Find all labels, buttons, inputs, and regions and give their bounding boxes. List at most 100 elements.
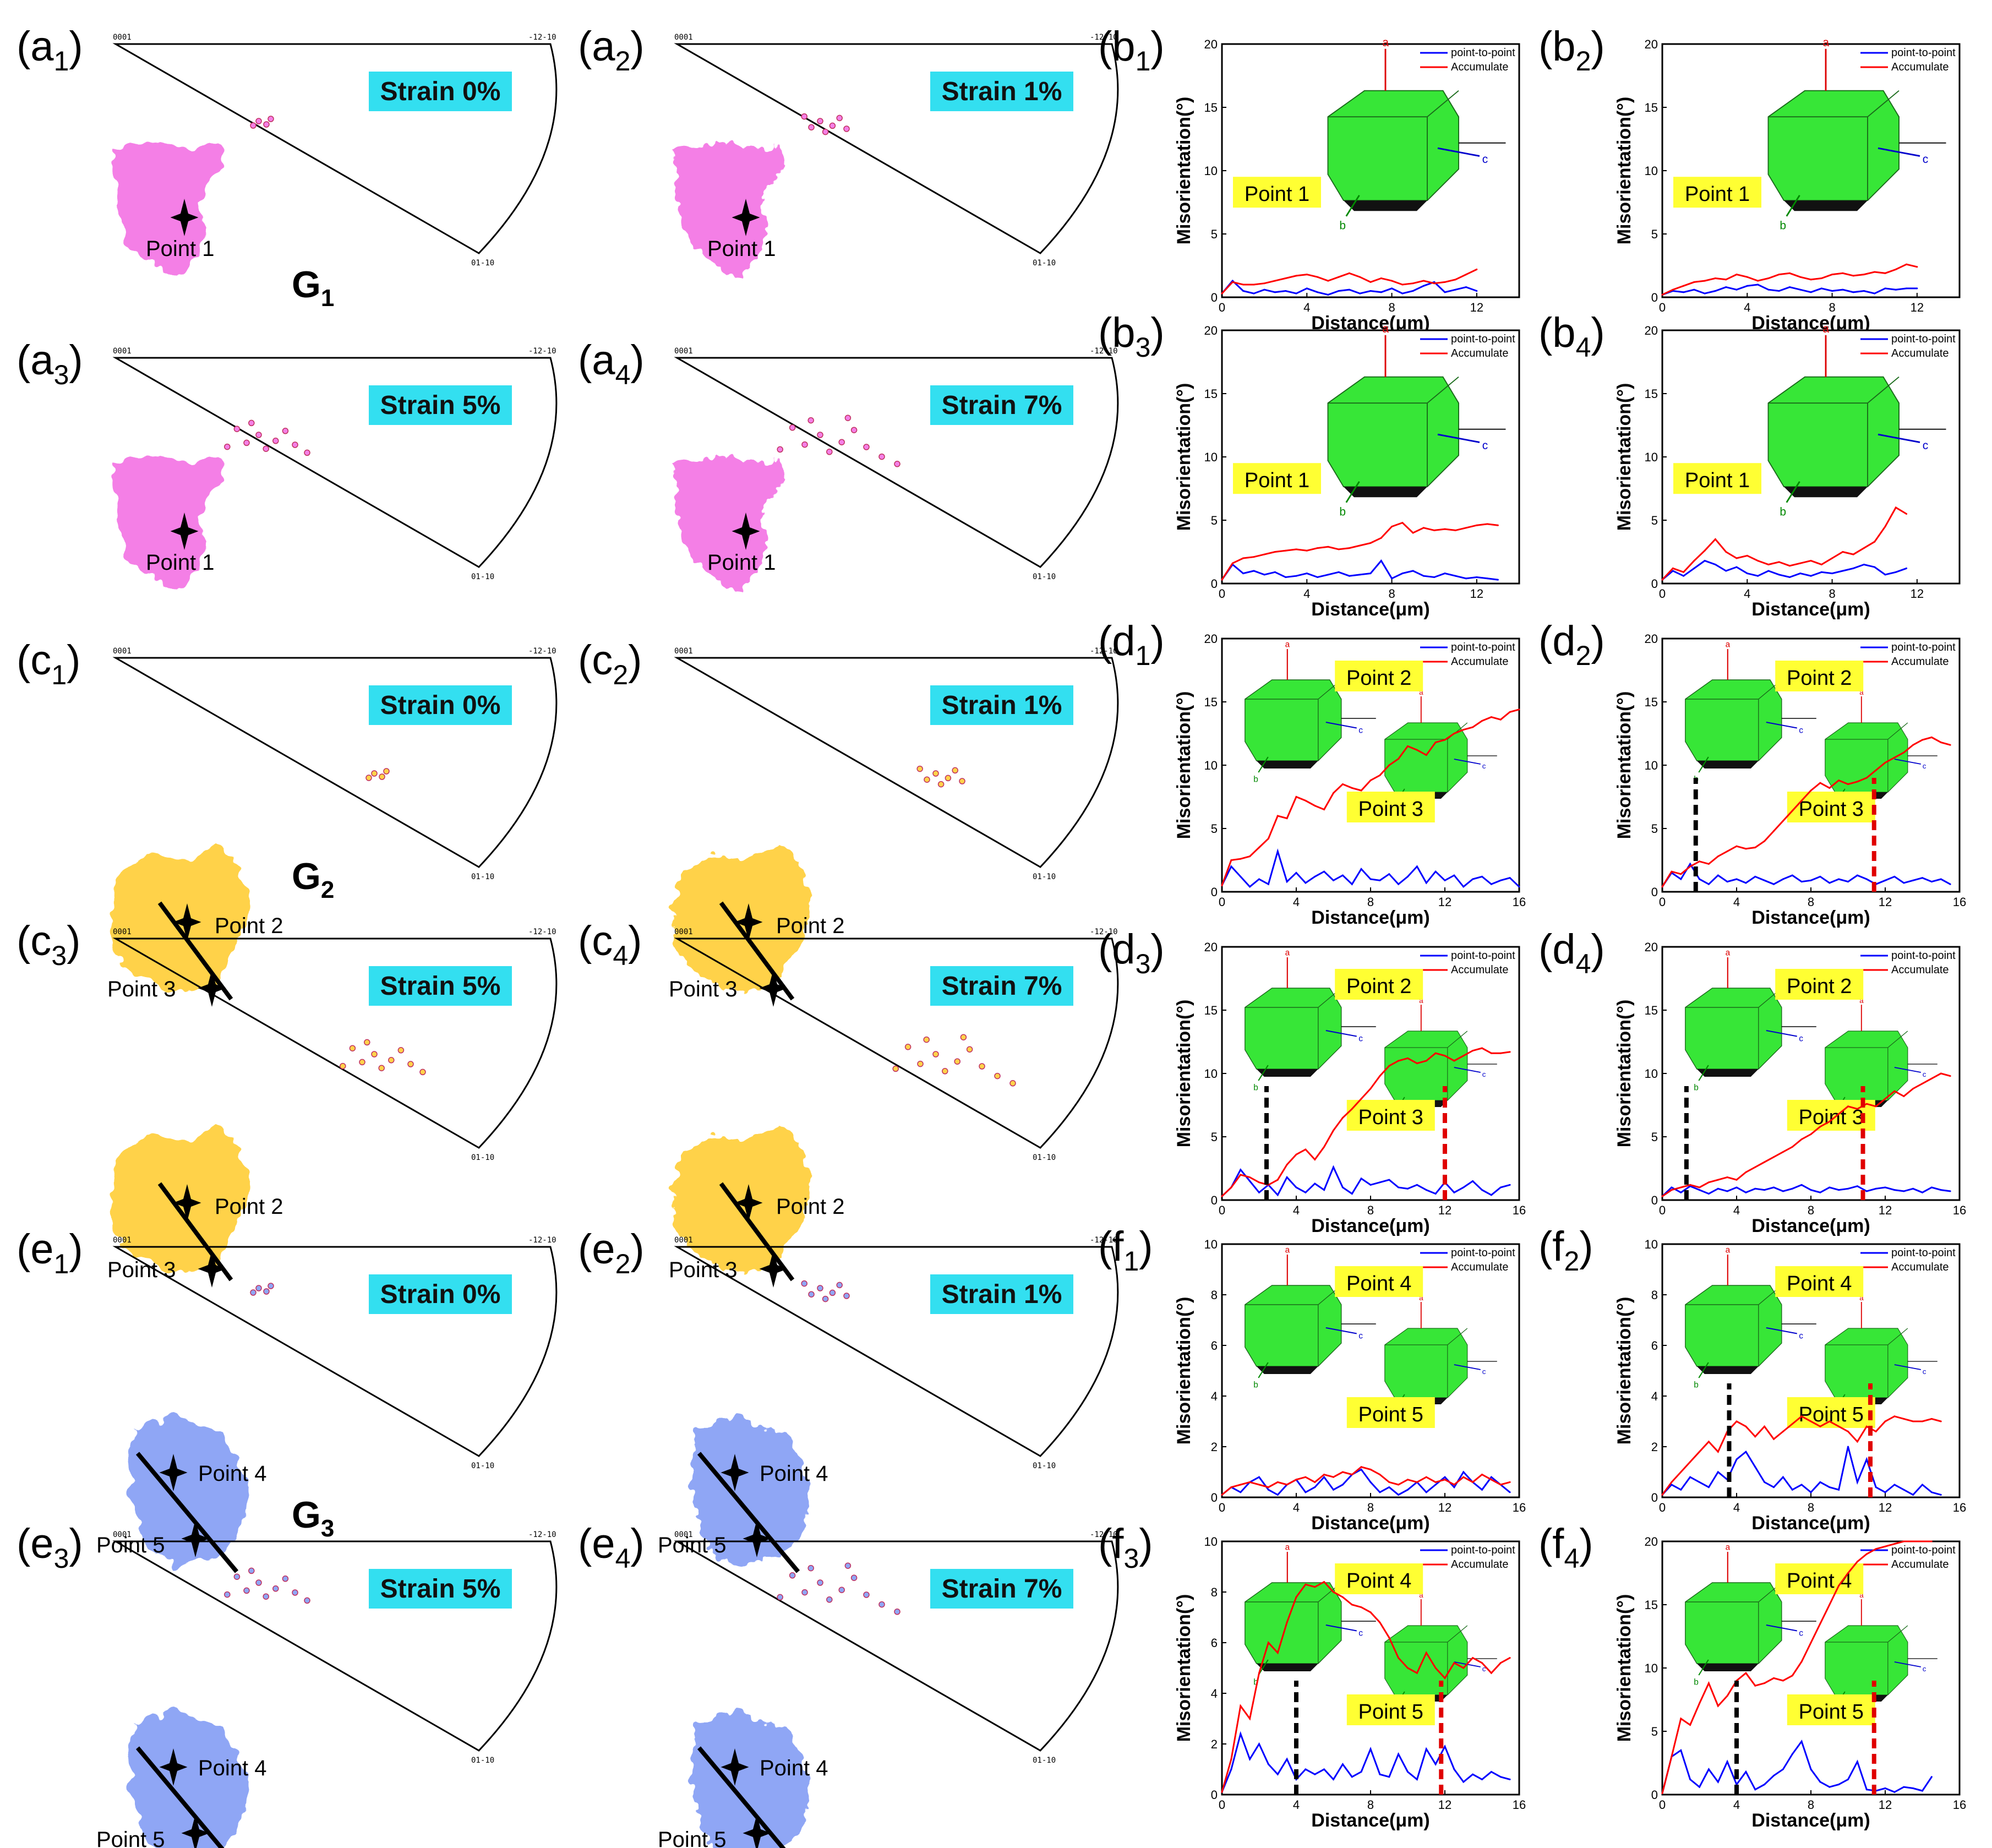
data-point: [1875, 1430, 1877, 1432]
data-point: [1231, 280, 1234, 282]
data-point: [1401, 284, 1404, 286]
panel-label: (d4): [1538, 926, 1605, 979]
data-point: [1874, 292, 1876, 295]
data-point: [1906, 263, 1908, 265]
data-point: [1422, 285, 1425, 287]
series-line-point-to-point: [1221, 1165, 1510, 1197]
data-point: [1351, 1108, 1353, 1110]
strain-badge: [930, 1274, 1073, 1314]
data-point: [1799, 276, 1802, 278]
axis-b: [1786, 194, 1800, 217]
y-axis-title: Misorientation(°): [1174, 383, 1194, 531]
data-point: [1788, 576, 1791, 578]
orientation-dot: [243, 1587, 250, 1594]
cube-edges: [1384, 1625, 1468, 1696]
strain-label: Strain 1%: [942, 1280, 1062, 1309]
data-point: [1433, 576, 1436, 578]
legend-label: point-to-point: [1451, 1544, 1515, 1556]
x-tick-label: 0: [1659, 1203, 1666, 1217]
data-point: [1680, 1471, 1682, 1473]
orientation-dot: [844, 415, 852, 421]
orientation-dot: [924, 776, 930, 783]
x-axis-title: Distance(μm): [1311, 1810, 1429, 1831]
data-point: [1276, 850, 1279, 852]
data-point: [1481, 1474, 1483, 1476]
data-point: [1874, 541, 1876, 543]
data-point: [1949, 744, 1951, 746]
orientation-dot: [817, 1579, 823, 1586]
orientation-dot: [268, 116, 274, 122]
legend-label: point-to-point: [1451, 950, 1515, 962]
x-axis-title: Distance(μm): [1751, 599, 1870, 620]
vertex-label-12-10: -12-10: [1090, 1530, 1118, 1539]
x-axis-title: Distance(μm): [1751, 907, 1870, 928]
data-point: [1305, 1583, 1307, 1585]
point-label: Point 1: [707, 237, 776, 261]
data-point: [1746, 573, 1748, 575]
data-point: [1379, 1075, 1381, 1077]
data-point: [1453, 1060, 1455, 1062]
data-point: [1490, 1672, 1492, 1674]
cube-edges: [1384, 1328, 1468, 1398]
axis-c-label: c: [1358, 1332, 1363, 1341]
data-point: [1314, 1481, 1316, 1483]
data-point: [1509, 711, 1511, 713]
axis-a-label: a: [1419, 1591, 1423, 1599]
data-point: [1453, 733, 1455, 734]
axis-a-label: a: [1859, 688, 1864, 696]
data-point: [1267, 1642, 1269, 1644]
data-point: [1810, 879, 1812, 881]
axis-a-label: a: [1822, 36, 1829, 49]
data-point: [1286, 1484, 1288, 1486]
misorientation-trace-line: [135, 1452, 239, 1573]
data-point: [1314, 1486, 1316, 1489]
cube-edges: [1685, 679, 1782, 761]
data-point: [1949, 1075, 1951, 1077]
data-point: [1754, 847, 1756, 848]
legend-label: Accumulate: [1451, 964, 1509, 976]
vertex-label-01-10: 01-10: [471, 1462, 494, 1470]
point-star-marker: [732, 199, 760, 236]
data-point: [1847, 1778, 1849, 1780]
data-point: [1497, 524, 1499, 526]
data-point: [1680, 1186, 1682, 1189]
x-tick-label: 4: [1293, 1501, 1300, 1514]
data-point: [1380, 277, 1382, 279]
series-line-accumulate: [1661, 736, 1951, 887]
data-point: [1267, 1489, 1269, 1491]
data-point: [1717, 1781, 1719, 1783]
data-point: [1351, 1193, 1353, 1195]
data-point: [1689, 1476, 1691, 1478]
data-point: [1847, 1572, 1849, 1574]
y-tick-label: 10: [1204, 1238, 1218, 1251]
axis-c: [1454, 759, 1481, 765]
data-point: [1725, 286, 1727, 288]
data-point: [1791, 1753, 1793, 1755]
axis-c-label: c: [1799, 1034, 1803, 1044]
y-tick-label: 20: [1645, 37, 1658, 51]
y-tick-label: 4: [1211, 1687, 1218, 1700]
data-point: [1472, 878, 1474, 880]
data-point: [1263, 288, 1265, 291]
data-point: [1799, 288, 1802, 291]
crystal-cube-icon: a c b: [1327, 36, 1506, 232]
data-point: [1305, 882, 1307, 884]
data-point: [1509, 1051, 1511, 1053]
cube-body: [1825, 1625, 1908, 1696]
data-point: [1360, 1606, 1362, 1609]
strain-label: Strain 7%: [942, 391, 1062, 420]
chart-d2: (d2) 0 4 8 12 16 0 5 10 15 20 Distance(μm) Misorient…: [1538, 618, 1966, 928]
ipf-triangle: [674, 1540, 1119, 1752]
orientation-dot: [932, 770, 939, 777]
point-badge-label: Point 4: [1787, 1569, 1852, 1593]
cube-shadow-face: [1696, 761, 1759, 768]
data-point: [1306, 549, 1308, 552]
data-point: [1249, 1718, 1251, 1720]
data-point: [1472, 1657, 1474, 1659]
data-point: [1286, 817, 1288, 820]
orientation-dot: [801, 1589, 808, 1596]
data-point: [1221, 292, 1223, 295]
ipf-orientation-cluster: [892, 1034, 1016, 1087]
panel-label: (b2): [1538, 23, 1605, 77]
data-point: [1360, 1771, 1362, 1773]
